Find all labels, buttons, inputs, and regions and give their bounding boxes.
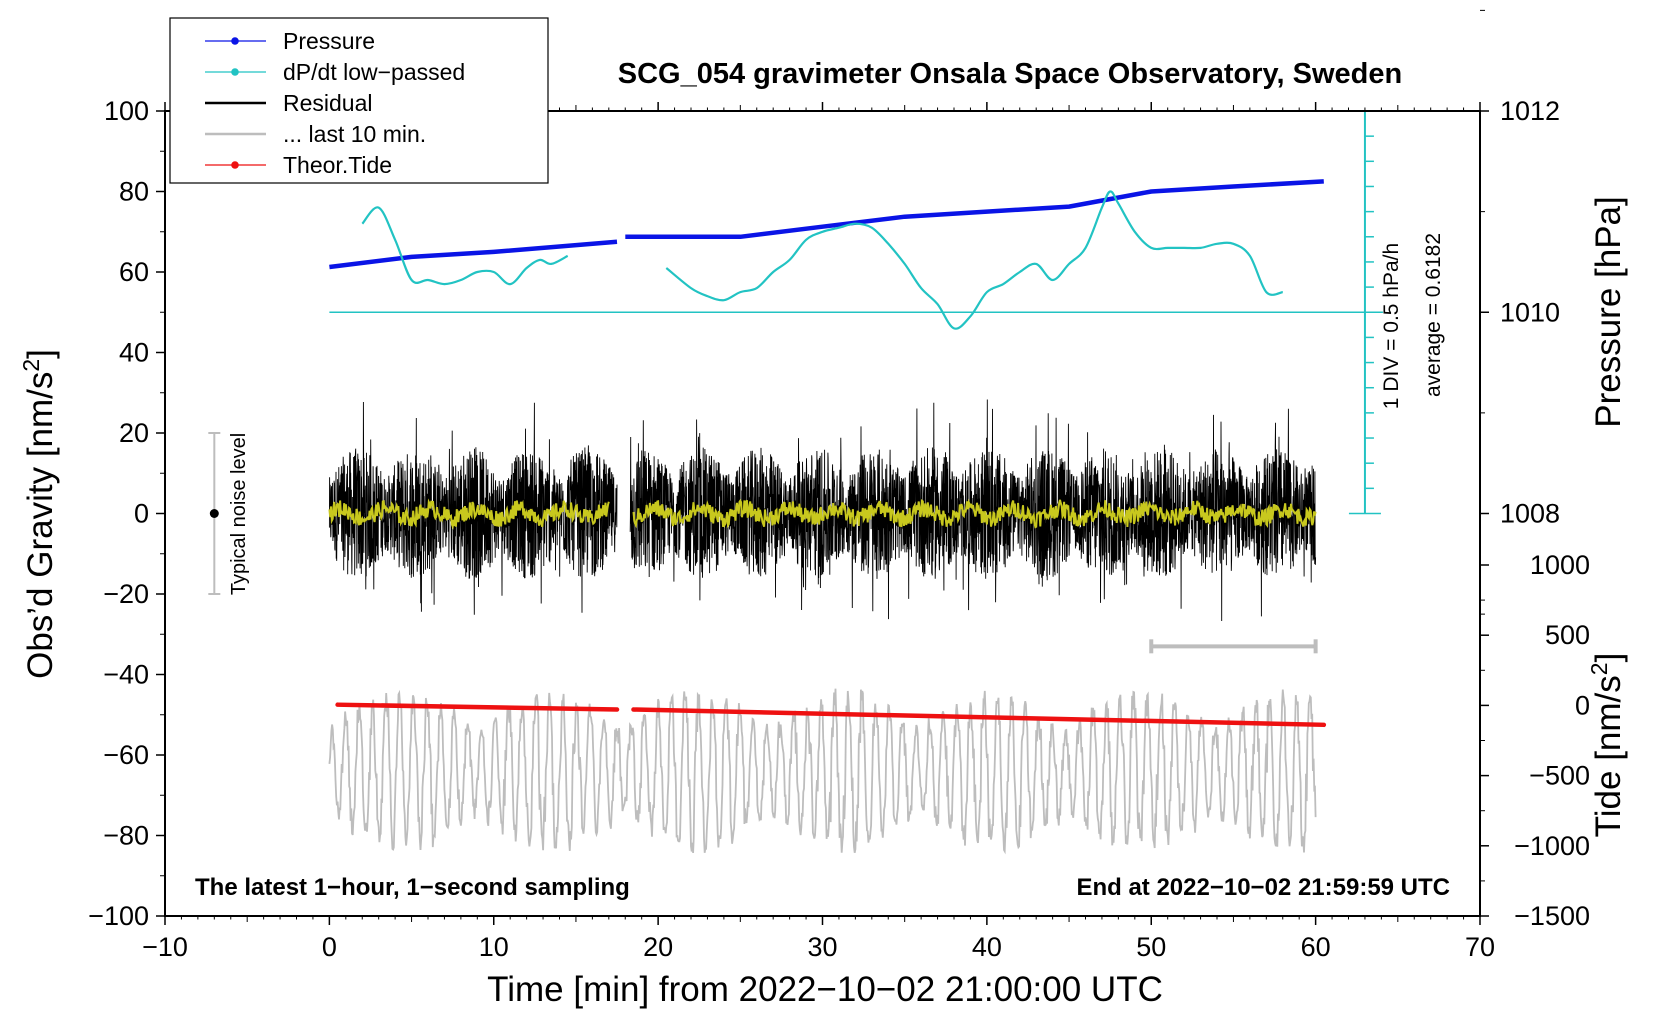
sampling-note: The latest 1−hour, 1−second sampling bbox=[195, 874, 630, 901]
x-tick-label: −10 bbox=[142, 932, 188, 962]
pressure-line bbox=[625, 179, 1324, 240]
last-10min-line bbox=[328, 688, 1317, 855]
legend-marker bbox=[231, 68, 239, 76]
tide-tick-label: −500 bbox=[1529, 761, 1590, 791]
legend: Pressure dP/dt low−passed Residual ... last… bbox=[169, 17, 549, 184]
tide-axis-label: Tide [nm/s2] bbox=[1586, 653, 1628, 838]
y-tick-label: 80 bbox=[119, 177, 149, 207]
end-time-note: End at 2022−10−02 21:59:59 UTC bbox=[1076, 874, 1450, 901]
x-tick-label: 10 bbox=[479, 932, 509, 962]
pressure-tick-label: 1010 bbox=[1500, 297, 1560, 327]
residual-line bbox=[328, 401, 618, 615]
tide-tick-label: 500 bbox=[1545, 620, 1590, 650]
y-tick-label: −80 bbox=[103, 821, 149, 851]
residual-smoothed-line bbox=[632, 498, 1317, 529]
y-tick-label: −60 bbox=[103, 740, 149, 770]
tide-tick-label: 0 bbox=[1575, 690, 1590, 720]
dpdt-line bbox=[361, 206, 569, 286]
x-tick-label: 50 bbox=[1136, 932, 1166, 962]
tide-axis-label-sup: 2 bbox=[1586, 662, 1612, 675]
y-tick-label: 100 bbox=[104, 96, 149, 126]
dpdt-line bbox=[665, 190, 1284, 330]
x-tick-label: 70 bbox=[1465, 932, 1495, 962]
tide-axis-label-prefix: Tide [nm/s bbox=[1589, 675, 1628, 837]
tide-line bbox=[335, 702, 620, 712]
pressure-tick-label: 1008 bbox=[1500, 499, 1560, 529]
x-axis-label: Time [min] from 2022−10−02 21:00:00 UTC bbox=[487, 970, 1163, 1009]
legend-box bbox=[169, 17, 549, 184]
y-tick-label: −20 bbox=[103, 579, 149, 609]
noise-level-label: Typical noise level bbox=[228, 433, 250, 595]
y-tick-label: −100 bbox=[88, 901, 149, 931]
y-axis-label-prefix: Obs’d Gravity [nm/s bbox=[21, 372, 60, 679]
chart-title: SCG_054 gravimeter Onsala Space Observat… bbox=[618, 58, 1402, 90]
legend-label: dP/dt low−passed bbox=[283, 59, 465, 85]
y-tick-label: 60 bbox=[119, 257, 149, 287]
data-layer bbox=[208, 110, 1383, 855]
y-axis-label: Obs’d Gravity [nm/s2] bbox=[18, 349, 60, 679]
x-tick-label: 0 bbox=[322, 932, 337, 962]
residual-smoothed-line bbox=[328, 498, 610, 530]
legend-items: Pressure dP/dt low−passed Residual ... last… bbox=[205, 28, 465, 178]
div-scale-label: 1 DIV = 0.5 hPa/h bbox=[1380, 243, 1403, 409]
noise-level-dot bbox=[209, 509, 219, 518]
x-tick-label: 20 bbox=[643, 932, 673, 962]
x-tick-label: 40 bbox=[972, 932, 1002, 962]
pressure-axis-label: Pressure [hPa] bbox=[1589, 196, 1628, 428]
tide-tick-label: 1000 bbox=[1530, 550, 1590, 580]
legend-label: ... last 10 min. bbox=[283, 121, 426, 147]
axis-layer: −10 0 10 20 30 40 50 60 70−100−80−60−40−20020406… bbox=[88, 9, 1590, 962]
x-tick-label: 30 bbox=[807, 932, 837, 962]
x-tick-label: 60 bbox=[1301, 932, 1331, 962]
tide-line bbox=[631, 707, 1327, 728]
legend-marker bbox=[231, 37, 239, 45]
tide-tick-label: −1500 bbox=[1514, 901, 1590, 931]
average-label: average = 0.6182 bbox=[1422, 233, 1445, 397]
legend-label: Pressure bbox=[283, 28, 375, 54]
legend-label: Residual bbox=[283, 90, 373, 116]
y-tick-label: −40 bbox=[103, 660, 149, 690]
pressure-line bbox=[329, 239, 618, 270]
y-tick-label: 40 bbox=[119, 338, 149, 368]
y-tick-label: 0 bbox=[134, 499, 149, 529]
legend-label: Theor.Tide bbox=[283, 152, 392, 178]
y-tick-label: 20 bbox=[119, 418, 149, 448]
y-axis-label-sup: 2 bbox=[18, 359, 44, 372]
tide-tick-label: −1000 bbox=[1514, 831, 1590, 861]
tide-axis-label-suffix: ] bbox=[1589, 653, 1628, 663]
pressure-tick-label: 1012 bbox=[1500, 96, 1560, 126]
y-axis-label-suffix: ] bbox=[21, 349, 60, 359]
legend-marker bbox=[231, 161, 239, 169]
